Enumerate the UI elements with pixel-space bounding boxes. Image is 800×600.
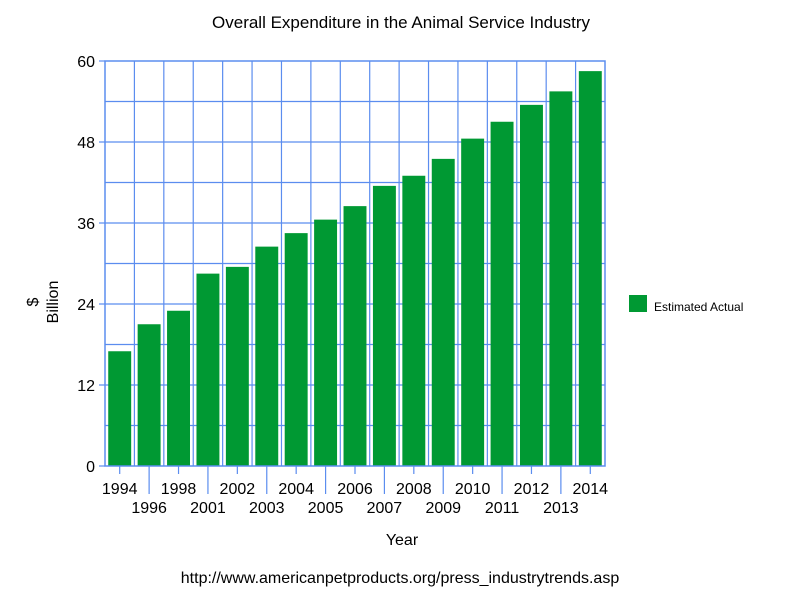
bar-2007: [372, 185, 396, 466]
y-tick-label: 60: [77, 54, 95, 71]
bar-1994: [108, 351, 132, 466]
x-tick-label: 2009: [425, 500, 461, 517]
bar-2002: [225, 266, 249, 466]
x-tick-label: 2003: [249, 500, 285, 517]
bar-1998: [167, 310, 190, 466]
bar-2003: [255, 246, 279, 466]
chart-title: Overall Expenditure in the Animal Servic…: [212, 13, 590, 32]
y-tick-label: 36: [77, 216, 95, 233]
x-tick-label: 2007: [367, 500, 403, 517]
y-axis-label-line1: $: [25, 297, 42, 306]
x-axis: 1994 1996 1998 2001 2002 2003 2004 2005 2006 2007…: [102, 466, 608, 517]
bar-2009: [431, 158, 455, 466]
legend-label: Estimated Actual: [654, 300, 743, 314]
x-axis-label: Year: [386, 532, 419, 549]
bar-2006: [343, 206, 367, 466]
x-tick-label: 2008: [396, 481, 432, 498]
x-tick-label: 2005: [308, 500, 344, 517]
x-tick-label: 2001: [190, 500, 226, 517]
x-tick-label: 2011: [485, 500, 520, 517]
x-tick-label: 2012: [514, 481, 550, 498]
x-tick-label: 2002: [220, 481, 256, 498]
bar-2005: [314, 219, 338, 466]
bar-2012: [520, 104, 543, 466]
x-tick-label: 2014: [572, 481, 608, 498]
bars: [108, 71, 602, 466]
y-tick-label: 24: [77, 297, 95, 314]
y-tick-label: 0: [86, 459, 95, 476]
bar-2004: [284, 233, 308, 466]
legend-swatch: [629, 295, 647, 312]
x-tick-label: 1994: [102, 481, 138, 498]
y-axis-label-line2: Billion: [45, 281, 62, 324]
bar-2001: [196, 273, 220, 466]
y-tick-label: 12: [77, 378, 95, 395]
source-url: http://www.americanpetproducts.org/press…: [180, 570, 620, 587]
legend: Estimated Actual: [629, 295, 743, 314]
bar-2014: [578, 71, 602, 466]
x-tick-label: 1996: [131, 500, 167, 517]
x-tick-label: 2013: [543, 500, 579, 517]
x-tick-label: 2010: [455, 481, 491, 498]
y-tick-label: 48: [77, 135, 95, 152]
bar-2013: [549, 91, 573, 466]
x-tick-label: 2006: [337, 481, 373, 498]
bar-2011: [490, 121, 514, 466]
x-tick-label: 1998: [161, 481, 197, 498]
y-axis: 0 12 24 36 48 60: [77, 54, 105, 476]
bar-2008: [402, 175, 426, 466]
bar-2010: [461, 138, 485, 466]
bar-1996: [137, 324, 161, 466]
x-tick-label: 2004: [278, 481, 314, 498]
